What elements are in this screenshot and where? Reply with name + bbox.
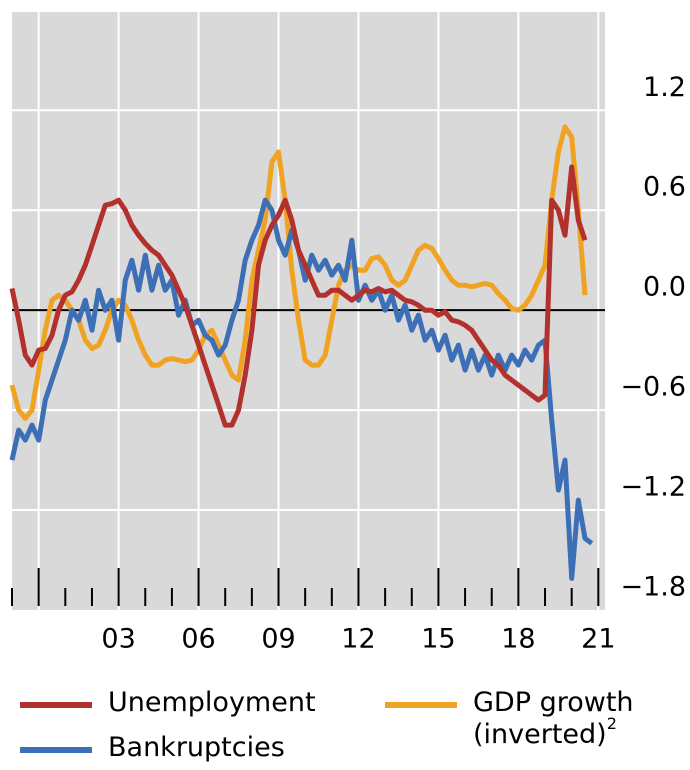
legend-item: Bankruptcies <box>108 732 318 764</box>
x-tick-label: 21 <box>581 624 615 655</box>
y-tick-label: 1.2 <box>643 72 686 103</box>
x-tick-label: 18 <box>501 624 535 655</box>
y-tick-label: −1.2 <box>620 472 686 503</box>
y-tick-label: 0.6 <box>643 172 686 203</box>
x-tick-label: 15 <box>421 624 455 655</box>
y-tick-label: 0.0 <box>643 272 686 303</box>
y-tick-label: −0.6 <box>620 372 686 403</box>
legend-footnote: 2 <box>606 714 617 733</box>
legend-item: GDP growth (inverted)2 <box>473 687 683 751</box>
y-tick-label: −1.8 <box>620 572 686 603</box>
legend-label: Bankruptcies <box>108 732 285 763</box>
legend-label: Unemployment <box>108 687 316 718</box>
chart: 1.2 0.6 0.0 −0.6 −1.2 −1.8 03 06 09 12 15 18 21 <box>9 12 686 655</box>
series-line <box>9 124 588 421</box>
x-tick-label: 06 <box>181 624 215 655</box>
legend-swatch <box>20 702 92 708</box>
legend-swatch <box>20 747 92 753</box>
legend-label: GDP growth (inverted) <box>473 687 634 750</box>
series-line <box>9 164 588 428</box>
x-tick-label: 03 <box>101 624 135 655</box>
legend-swatch <box>385 702 457 708</box>
legend-item: Unemployment <box>108 687 318 719</box>
x-tick-label: 12 <box>341 624 375 655</box>
x-tick-label: 09 <box>261 624 295 655</box>
